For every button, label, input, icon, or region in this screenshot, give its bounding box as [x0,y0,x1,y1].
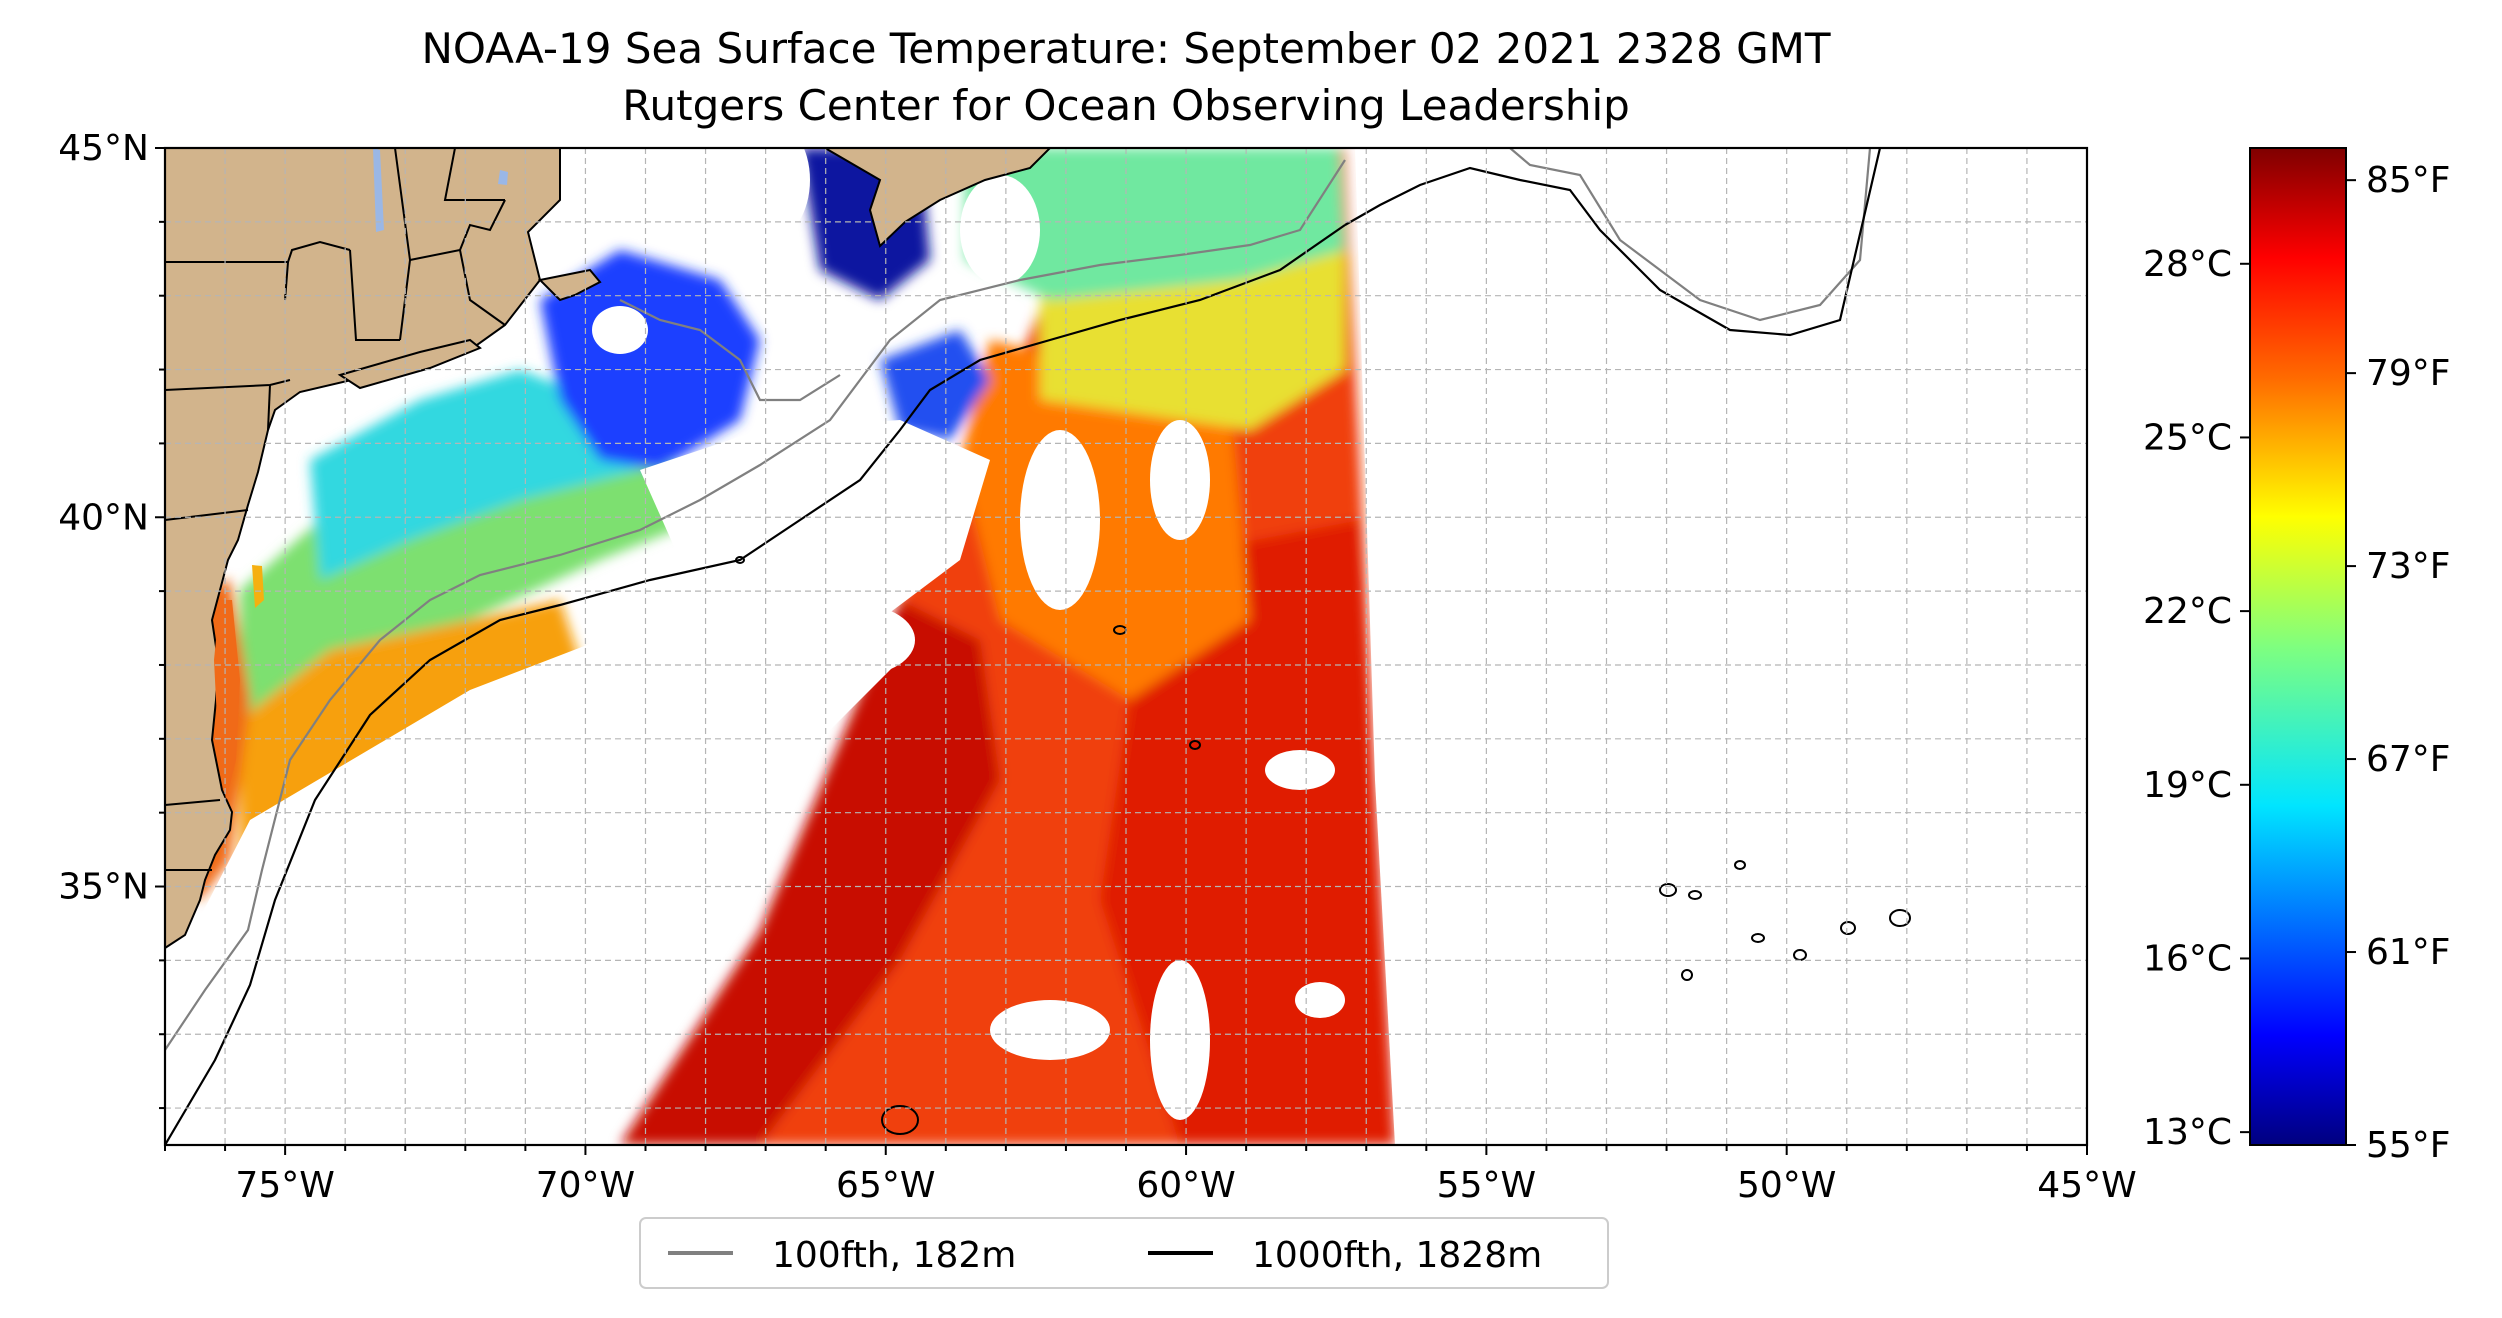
isobath-100fth-gulf-maine [619,299,841,402]
colorbar-c-label: 13°C [2143,1112,2232,1153]
map-axes: 75°W 70°W 65°W 60°W 55°W 50°W 45°W 35°N 40°N 45°N [58,128,2136,1206]
colorbar-ticks: 55°F 61°F 67°F 73°F 79°F 85°F 13°C 16°C 19°C 22°C… [2143,160,2450,1166]
seamount [1889,909,1911,927]
state-boundaries [165,148,506,871]
colorbar-f-label: 85°F [2366,160,2451,201]
cloud-patch [990,1000,1110,1060]
isobath-100fth-line [165,159,1346,1051]
seamount-contours [735,556,1911,1135]
lat-tick-label: 45°N [58,128,149,169]
cloud-patch [1020,430,1100,610]
chesapeake-bay [214,600,240,800]
lon-tick-label: 75°W [235,1165,334,1206]
isobath-1000fth-line [165,224,1346,1145]
legend-label-1000fth: 1000fth, 1828m [1252,1235,1542,1276]
sst-yellow-north [1040,250,1345,430]
cloud-patch [730,148,810,240]
seamount [1189,740,1201,750]
lake-champlain [373,148,384,232]
lon-tick-label: 65°W [836,1165,935,1206]
map-gridlines [165,148,2087,1145]
legend-label-100fth: 100fth, 182m [772,1235,1016,1276]
seamount [881,1105,919,1135]
isobath-1000fth [165,148,1882,1145]
no-data-gulf-stream-gap [640,420,990,620]
seamount [735,556,745,564]
lon-tick-label: 55°W [1437,1165,1536,1206]
no-data-southeast [1355,148,2087,1145]
lon-tick-label: 50°W [1737,1165,1836,1206]
cloud-patch [1265,750,1335,790]
isobath-1000fth-east [1344,148,1882,337]
sst-georges-blue [880,330,990,440]
colorbar-f-label: 79°F [2366,353,2451,394]
map-subtitle: Rutgers Center for Ocean Observing Leade… [622,81,1630,130]
colorbar: 55°F 61°F 67°F 73°F 79°F 85°F 13°C 16°C 19°C 22°C… [2143,147,2451,1166]
seamount [1659,883,1677,897]
lon-tick-label: 70°W [536,1165,635,1206]
colorbar-gradient [2249,147,2347,1146]
land-nova-scotia [823,148,1052,248]
sst-hot-southwest [620,600,1000,1145]
cloud-patch [1295,982,1345,1018]
delaware-bay [252,565,264,608]
cloud-patch [1150,420,1210,540]
lat-tick-label: 35°N [58,867,149,908]
map-title: NOAA-19 Sea Surface Temperature: Septemb… [421,24,1830,73]
lon-tick-label: 45°W [2037,1165,2136,1206]
colorbar-f-label: 61°F [2366,932,2451,973]
legend: 100fth, 182m 1000fth, 1828m [639,1217,1609,1289]
land-long-island [337,338,482,390]
colorbar-f-label: 55°F [2366,1125,2451,1166]
no-data-west-slope [168,600,900,1145]
colorbar-c-label: 19°C [2143,765,2232,806]
cloud-patch [1150,960,1210,1120]
colorbar-c-label: 16°C [2143,938,2232,979]
colorbar-f-label: 67°F [2366,739,2451,780]
cloud-patch [960,175,1040,285]
land-layer [165,148,1052,950]
map-body [165,148,2087,1145]
cloud-patch [805,605,915,675]
colorbar-f-label: 73°F [2366,546,2451,587]
sst-gulf-maine-blue [540,250,760,470]
sst-shelf-orange [240,600,580,900]
lake-winnipesaukee [498,170,508,185]
seamount [1734,860,1746,870]
seamount [1688,890,1702,900]
colorbar-c-label: 25°C [2143,417,2232,458]
lat-tick-label: 40°N [58,497,149,538]
legend-box [639,1217,1609,1289]
cloud-mask [168,148,2087,1145]
sst-shelf-cyan [310,370,640,580]
land-cape-cod [537,268,602,302]
cloud-patch [592,306,648,354]
colorbar-c-label: 28°C [2143,244,2232,285]
colorbar-c-label: 22°C [2143,591,2232,632]
seamount [1840,921,1856,935]
sst-green-cyan-north [965,148,1345,300]
lon-tick-label: 60°W [1136,1165,1235,1206]
seamount [1681,969,1693,981]
seamount [1751,933,1765,943]
